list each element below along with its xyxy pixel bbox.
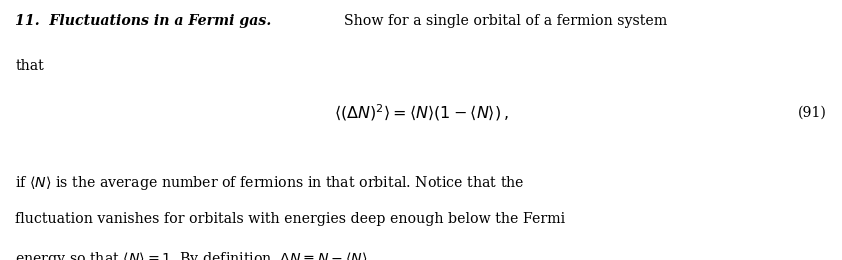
Text: $\langle(\Delta N)^2\rangle = \langle N\rangle(1 - \langle N\rangle)\,,$: $\langle(\Delta N)^2\rangle = \langle N\… [333,103,509,124]
Text: 11.  Fluctuations in a Fermi gas.: 11. Fluctuations in a Fermi gas. [15,14,271,28]
Text: (91): (91) [798,106,827,120]
Text: that: that [15,58,44,73]
Text: if $\langle N\rangle$ is the average number of fermions in that orbital. Notice : if $\langle N\rangle$ is the average num… [15,174,525,192]
Text: fluctuation vanishes for orbitals with energies deep enough below the Fermi: fluctuation vanishes for orbitals with e… [15,212,565,226]
Text: Show for a single orbital of a fermion system: Show for a single orbital of a fermion s… [335,14,668,28]
Text: energy so that $\langle N\rangle = 1$. By definition, $\Delta N \equiv N - \lang: energy so that $\langle N\rangle = 1$. B… [15,250,372,260]
